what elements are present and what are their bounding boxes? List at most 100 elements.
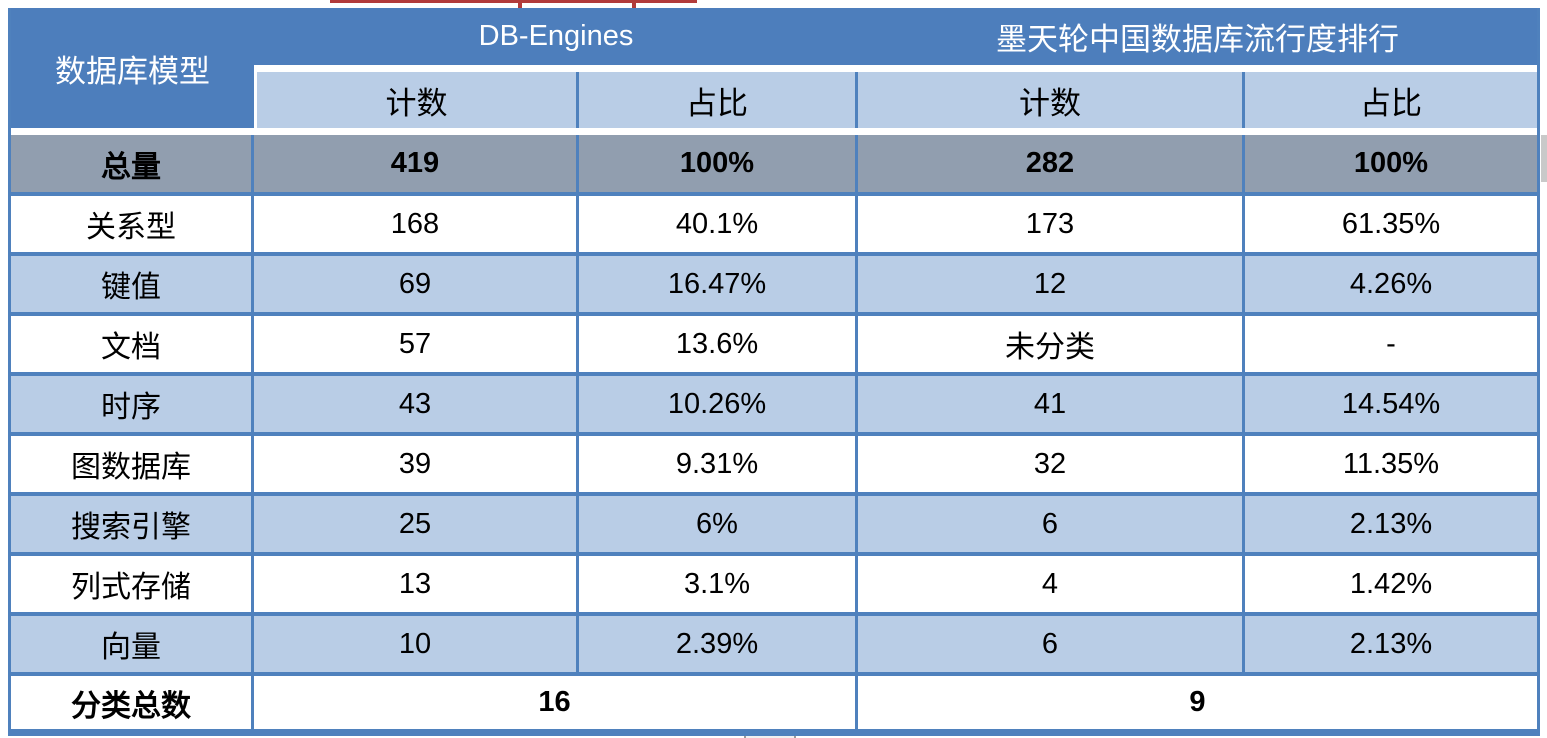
db-share-cell: 3.1% xyxy=(683,567,751,600)
db-share-cell: 9.31% xyxy=(675,447,759,480)
row-label-cell: 键值 xyxy=(101,271,161,304)
db-share-cell: 100% xyxy=(679,147,755,179)
row-label-cell: 搜索引擎 xyxy=(71,511,191,544)
column-separator xyxy=(576,316,579,372)
column-separator xyxy=(855,135,858,192)
subheader-mt-count: 计数 xyxy=(858,72,1242,128)
column-separator xyxy=(855,496,858,552)
db-count-cell: 13 xyxy=(398,567,432,600)
mt-count-cell: 6 xyxy=(1041,627,1059,660)
group-header-modb: 墨天轮中国数据库流行度排行 xyxy=(996,22,1399,57)
mt-share-cell: 61.35% xyxy=(1341,207,1441,240)
cropped-red-underline-tick xyxy=(632,0,636,8)
subheader-db-share: 占比 xyxy=(579,72,855,128)
column-separator xyxy=(1242,316,1245,372)
column-separator xyxy=(251,316,254,372)
column-separator xyxy=(576,436,579,492)
column-separator xyxy=(576,496,579,552)
footer-label-cell: 分类总数 xyxy=(71,689,191,723)
column-separator xyxy=(855,376,858,432)
db-count-cell: 43 xyxy=(398,387,432,420)
column-separator xyxy=(1242,616,1245,672)
column-separator xyxy=(576,72,579,128)
row-label-cell: 关系型 xyxy=(86,211,176,244)
column-separator xyxy=(576,556,579,612)
column-separator xyxy=(251,556,254,612)
mt-share-cell: 100% xyxy=(1353,147,1429,179)
mt-count-cell: 6 xyxy=(1041,507,1059,540)
db-share-cell: 40.1% xyxy=(675,207,759,240)
table-row-vector: 向量 10 2.39% 6 2.13% xyxy=(11,612,1537,672)
db-share-cell: 16.47% xyxy=(667,267,767,300)
db-share-cell: 6% xyxy=(696,507,738,540)
mt-category-total-cell: 9 xyxy=(1189,686,1206,718)
mt-share-cell: 14.54% xyxy=(1341,387,1441,420)
column-separator xyxy=(1242,436,1245,492)
header-body-separator xyxy=(11,128,1537,135)
mt-count-cell: 未分类 xyxy=(1005,331,1095,364)
row-label-cell: 文档 xyxy=(101,331,161,364)
column-separator xyxy=(251,496,254,552)
column-separator xyxy=(576,256,579,312)
db-count-cell: 419 xyxy=(390,147,440,179)
column-separator xyxy=(1242,256,1245,312)
subheader-mt-share: 占比 xyxy=(1245,72,1537,128)
column-separator xyxy=(1242,72,1245,128)
table-footer-row: 分类总数 16 9 xyxy=(11,672,1537,729)
column-separator xyxy=(1242,496,1245,552)
table-row-total: 总量 419 100% 282 100% xyxy=(11,135,1537,192)
column-separator xyxy=(251,196,254,252)
db-category-total-cell: 16 xyxy=(538,686,571,718)
column-separator xyxy=(251,376,254,432)
subheader-db-count: 计数 xyxy=(257,72,576,128)
row-label-cell: 时序 xyxy=(101,391,161,424)
column-separator xyxy=(251,616,254,672)
table-row-timeseries: 时序 43 10.26% 41 14.54% xyxy=(11,372,1537,432)
db-count-cell: 168 xyxy=(390,207,440,240)
db-count-cell: 10 xyxy=(398,627,432,660)
column-separator xyxy=(254,72,257,128)
table-row-relational: 关系型 168 40.1% 173 61.35% xyxy=(11,192,1537,252)
column-separator xyxy=(855,196,858,252)
row-label-cell: 列式存储 xyxy=(71,571,191,604)
column-separator xyxy=(576,135,579,192)
db-count-cell: 69 xyxy=(398,267,432,300)
mt-count-cell: 32 xyxy=(1033,447,1067,480)
db-count-cell: 57 xyxy=(398,327,432,360)
mt-share-cell: 4.26% xyxy=(1349,267,1433,300)
subheader-row: 计数 占比 计数 占比 xyxy=(254,72,1537,128)
column-separator xyxy=(855,676,858,729)
column-separator xyxy=(855,72,858,128)
mt-count-cell: 282 xyxy=(1025,147,1075,179)
row-label-cell: 图数据库 xyxy=(71,451,191,484)
cropped-red-underline-artifact xyxy=(330,0,697,3)
mt-count-cell: 4 xyxy=(1041,567,1059,600)
column-separator xyxy=(576,376,579,432)
column-separator xyxy=(855,556,858,612)
table-row-keyvalue: 键值 69 16.47% 12 4.26% xyxy=(11,252,1537,312)
column-separator xyxy=(576,616,579,672)
db-share-cell: 13.6% xyxy=(675,327,759,360)
corner-header-cell: 数据库模型 xyxy=(11,8,254,128)
column-separator xyxy=(251,676,254,729)
mt-count-cell: 41 xyxy=(1033,387,1067,420)
column-separator xyxy=(251,436,254,492)
group-header-row: DB-Engines 墨天轮中国数据库流行度排行 xyxy=(254,8,1537,65)
column-separator xyxy=(251,256,254,312)
column-separator xyxy=(855,316,858,372)
mt-share-cell: 2.13% xyxy=(1349,627,1433,660)
column-separator xyxy=(1242,556,1245,612)
db-count-cell: 39 xyxy=(398,447,432,480)
column-separator xyxy=(855,436,858,492)
mt-count-cell: 173 xyxy=(1025,207,1075,240)
table-row-graph: 图数据库 39 9.31% 32 11.35% xyxy=(11,432,1537,492)
db-share-cell: 2.39% xyxy=(675,627,759,660)
header-separator xyxy=(254,65,1537,72)
column-separator xyxy=(1242,376,1245,432)
table-row-search: 搜索引擎 25 6% 6 2.13% xyxy=(11,492,1537,552)
group-header-db-engines: DB-Engines xyxy=(478,20,634,52)
row-label-cell: 总量 xyxy=(101,150,161,184)
row-label-cell: 向量 xyxy=(101,631,161,664)
mt-count-cell: 12 xyxy=(1033,267,1067,300)
mt-share-cell: 1.42% xyxy=(1349,567,1433,600)
